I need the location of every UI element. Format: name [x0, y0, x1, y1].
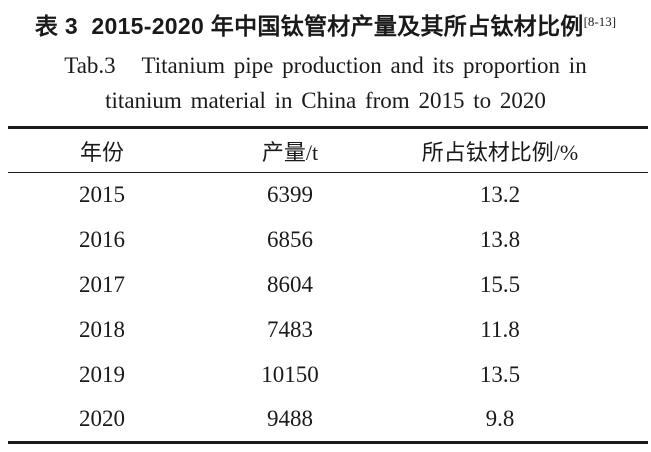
titanium-production-table: 年份 产量/t 所占钛材比例/% 2015 6399 13.2 2016 6856 13.…	[8, 126, 648, 444]
citation-reference: [8-13]	[583, 14, 617, 29]
table-row: 2019 10150 13.5	[8, 353, 648, 398]
table-cell: 6856	[267, 227, 313, 252]
table-header-row: 年份 产量/t 所占钛材比例/%	[8, 128, 648, 173]
table-cell: 13.8	[479, 227, 521, 252]
table-caption-chinese: 表 3 2015-2020 年中国钛管材产量及其所占钛材比例[8-13]	[0, 6, 651, 42]
table-cell: 9.8	[485, 406, 515, 432]
table-cell: 9488	[267, 406, 313, 432]
table-cell: 15.5	[479, 272, 521, 297]
table-cell: 13.2	[479, 182, 521, 208]
table-cell: 8604	[267, 272, 313, 297]
header-proportion: 所占钛材比例/%	[421, 139, 579, 165]
table-cell: 13.5	[479, 362, 521, 387]
table-cell: 2016	[79, 227, 125, 252]
table-cell: 2019	[79, 362, 125, 387]
table-caption-english-line2: titanium material in China from 2015 to …	[105, 88, 546, 113]
table-row: 2020 9488 9.8	[8, 398, 648, 443]
table-cell: 2020	[79, 406, 125, 432]
table-cell: 6399	[267, 182, 313, 208]
table-row: 2016 6856 13.8	[8, 218, 648, 263]
header-year: 年份	[79, 139, 124, 165]
table-cell: 7483	[267, 317, 313, 342]
table-cell: 10150	[261, 362, 319, 387]
table-header: 年份 产量/t 所占钛材比例/%	[8, 128, 648, 173]
header-production: 产量/t	[261, 139, 319, 165]
table-cell: 11.8	[480, 317, 520, 342]
table-body: 2015 6399 13.2 2016 6856 13.8 2017 8604 15.5 2018…	[8, 173, 648, 443]
table-caption-english-line1: Tab.3 Titanium pipe production and its p…	[64, 53, 587, 78]
table-row: 2017 8604 15.5	[8, 263, 648, 308]
table-cell: 2018	[79, 317, 125, 342]
caption-chinese-text: 表 3 2015-2020 年中国钛管材产量及其所占钛材比例	[34, 13, 584, 39]
table-cell: 2017	[79, 272, 125, 297]
table-row: 2015 6399 13.2	[8, 173, 648, 218]
table-cell: 2015	[79, 182, 125, 208]
table-row: 2018 7483 11.8	[8, 308, 648, 353]
